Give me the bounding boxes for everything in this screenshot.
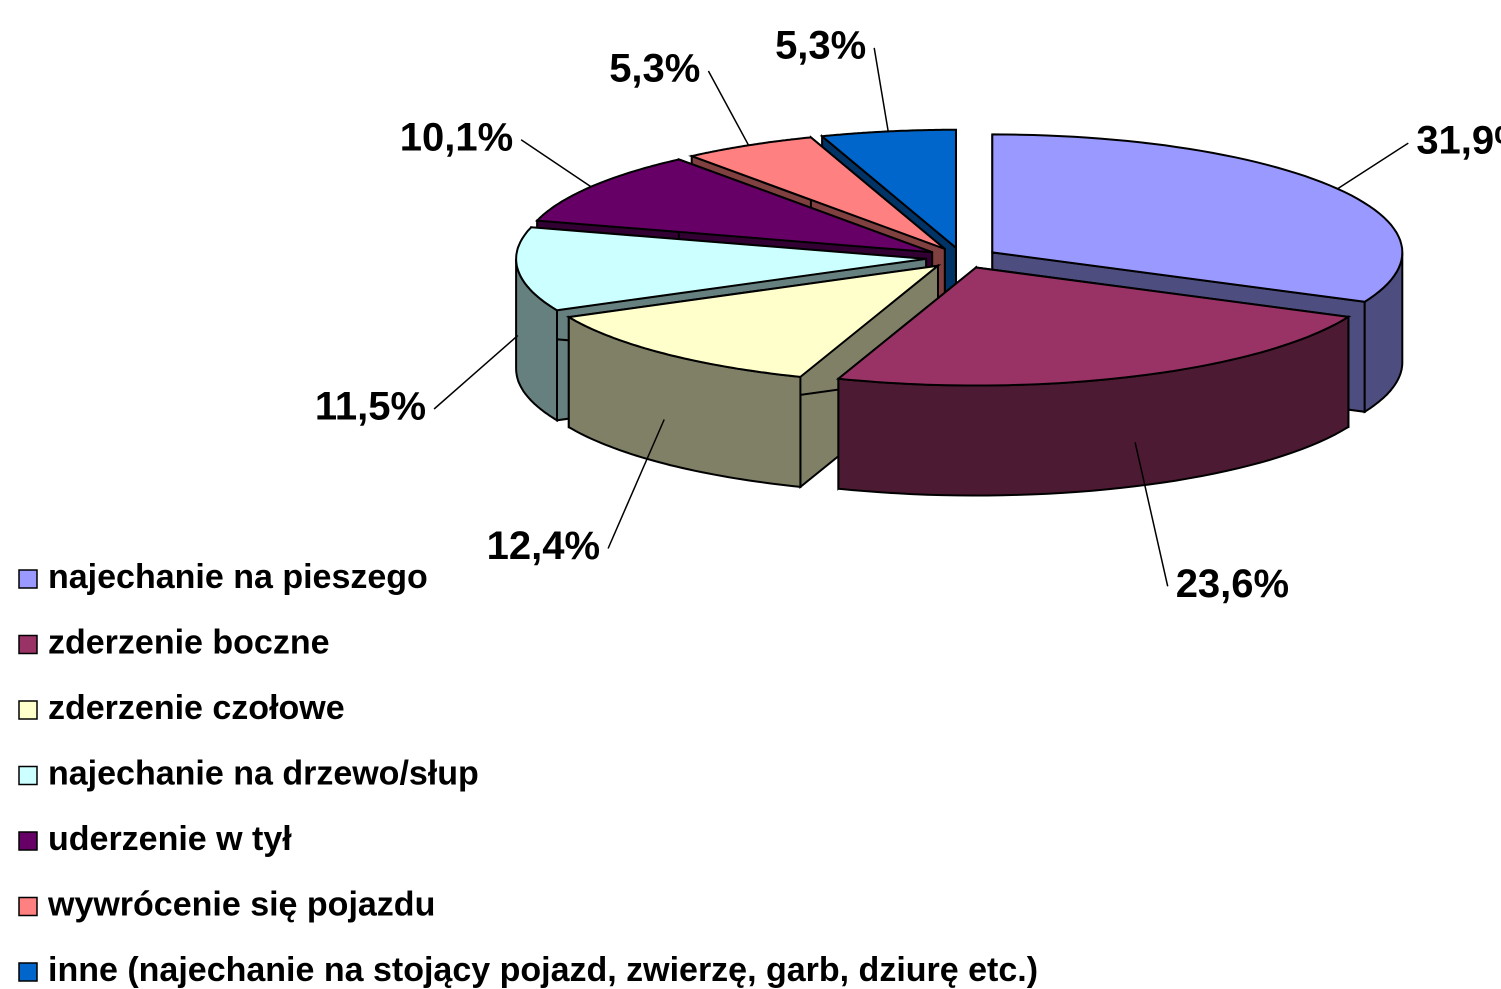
slice [835, 265, 1352, 497]
legend-label: uderzenie w tył [48, 820, 292, 858]
data-label: 10,1% [400, 115, 513, 159]
legend-swatch [18, 569, 38, 589]
slice-top [515, 226, 927, 312]
leader-line [433, 334, 519, 410]
leader-line [520, 139, 592, 188]
leader-line [607, 419, 665, 549]
legend-label: zderzenie czołowe [48, 689, 345, 727]
slice-top [835, 266, 1352, 387]
leader-line [707, 70, 750, 146]
legend-swatch [18, 765, 38, 786]
legend-swatch [18, 896, 38, 917]
slice-top [565, 264, 942, 378]
leader-line [1337, 142, 1409, 190]
data-label: 31,9% [1416, 119, 1501, 163]
legend-label: zderzenie boczne [48, 623, 330, 661]
legend-swatch [18, 831, 38, 851]
data-label: 5,3% [609, 47, 700, 91]
legend-swatch [18, 700, 38, 720]
legend-swatch [18, 634, 38, 655]
legend-label: najechanie na drzewo/słup [48, 754, 479, 792]
legend-swatch [18, 962, 38, 982]
legend-label: inne (najechanie na stojący pojazd, zwie… [48, 951, 1038, 989]
data-label: 11,5% [315, 385, 426, 429]
data-label: 5,3% [775, 24, 866, 68]
legend-label: wywrócenie się pojazdu [47, 885, 435, 923]
legend-label: najechanie na pieszego [48, 558, 428, 596]
leader-line [1134, 442, 1169, 587]
leader-line [873, 47, 889, 132]
data-label: 23,6% [1176, 562, 1289, 606]
data-label: 12,4% [487, 524, 600, 568]
